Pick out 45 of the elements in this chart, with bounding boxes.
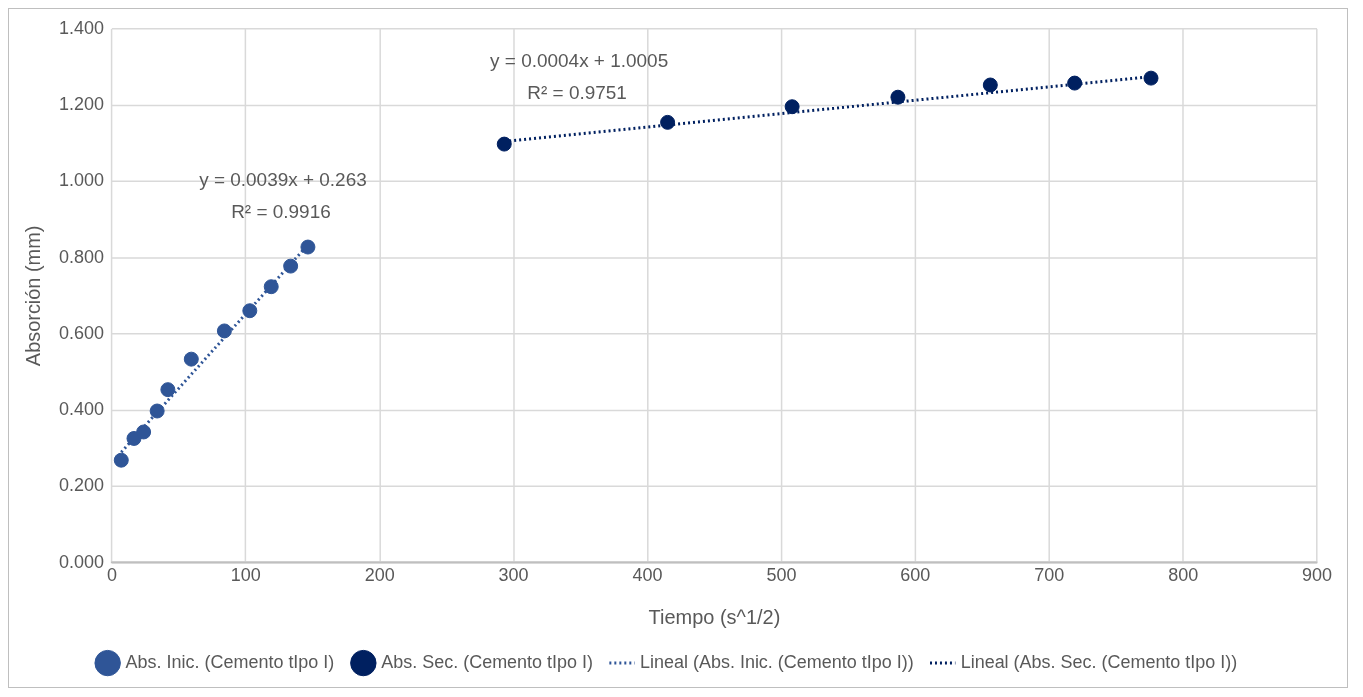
y-tick-label: 0.600 <box>58 322 104 343</box>
legend-label: Lineal (Abs. Inic. (Cemento tIpo I)) <box>640 652 914 673</box>
point <box>183 351 199 367</box>
point <box>283 258 299 274</box>
annotation: y = 0.0004x + 1.0005 <box>490 49 669 71</box>
x-tick-label: 200 <box>364 565 395 586</box>
y-tick-label: 0.000 <box>58 551 104 572</box>
x-tick-label: 400 <box>632 565 663 586</box>
x-tick-label: 900 <box>1302 565 1333 586</box>
y-tick-label: 1.200 <box>58 94 104 115</box>
point <box>1067 75 1083 91</box>
point <box>660 114 676 130</box>
annotation: R² = 0.9916 <box>231 201 331 223</box>
point <box>113 452 129 468</box>
legend-label: Lineal (Abs. Sec. (Cemento tIpo I)) <box>960 652 1238 673</box>
point <box>982 77 998 93</box>
point <box>496 136 512 152</box>
x-tick-label: 700 <box>1034 565 1065 586</box>
x-tick-label: 0 <box>106 565 117 586</box>
x-tick-label: 300 <box>498 565 529 586</box>
point <box>1143 70 1159 86</box>
x-tick-label: 500 <box>766 565 797 586</box>
legend-label: Abs. Sec. (Cemento tIpo I) <box>381 652 594 673</box>
x-axis-title: Tiempo (s^1/2) <box>648 605 781 628</box>
x-tick-label: 800 <box>1168 565 1199 586</box>
x-tick-label: 100 <box>230 565 261 586</box>
legend-label: Abs. Inic. (Cemento tIpo I) <box>125 652 335 673</box>
point <box>149 403 165 419</box>
annotation: R² = 0.9751 <box>527 81 627 103</box>
y-tick-label: 0.400 <box>58 399 104 420</box>
point <box>300 239 316 255</box>
point <box>784 99 800 115</box>
point <box>242 303 258 319</box>
annotation: y = 0.0039x + 0.263 <box>199 169 367 191</box>
y-axis-title: Absorción (mm) <box>22 225 45 367</box>
y-tick-label: 1.400 <box>58 17 104 38</box>
y-tick-label: 0.800 <box>58 246 104 267</box>
y-tick-label: 0.200 <box>58 475 104 496</box>
point <box>890 89 906 105</box>
point <box>216 323 232 339</box>
point <box>136 424 152 440</box>
point <box>160 382 176 398</box>
point <box>263 279 279 295</box>
x-tick-label: 600 <box>900 565 931 586</box>
y-tick-label: 1.000 <box>58 170 104 191</box>
